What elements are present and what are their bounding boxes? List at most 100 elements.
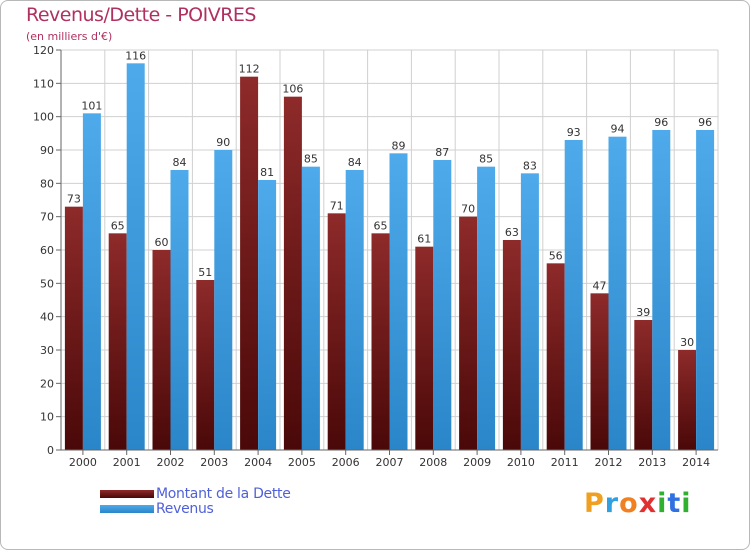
data-label: 116	[125, 49, 146, 62]
bar-dette	[152, 250, 171, 450]
legend-label-debt: Montant de la Dette	[156, 486, 291, 502]
x-tick-label: 2010	[507, 456, 535, 469]
data-label: 65	[111, 219, 125, 232]
bar-revenus	[214, 150, 233, 450]
x-tick-label: 2006	[332, 456, 360, 469]
logo-letter: r	[604, 488, 620, 519]
legend-item-debt: Montant de la Dette	[100, 486, 291, 502]
bar-revenus	[564, 140, 583, 450]
x-tick-label: 2002	[157, 456, 185, 469]
data-label: 85	[479, 153, 493, 166]
data-label: 96	[654, 116, 668, 129]
legend-swatch-revenus	[100, 505, 154, 513]
logo-letter: P	[584, 488, 605, 519]
x-tick-label: 2012	[595, 456, 623, 469]
bar-dette	[459, 216, 478, 450]
bar-revenus	[126, 63, 145, 450]
x-tick-label: 2000	[69, 456, 97, 469]
y-tick-label: 100	[33, 111, 54, 124]
x-tick-label: 2007	[376, 456, 404, 469]
logo-letter: i	[681, 488, 692, 519]
bar-dette	[64, 206, 83, 450]
proxiti-logo: Proxiti	[584, 488, 692, 519]
x-tick-label: 2008	[419, 456, 447, 469]
data-label: 47	[593, 279, 607, 292]
y-tick-label: 120	[33, 44, 54, 57]
bar-dette	[590, 293, 609, 450]
y-tick-label: 90	[40, 144, 54, 157]
y-tick-label: 50	[40, 277, 54, 290]
data-label: 89	[392, 139, 406, 152]
data-label: 112	[239, 63, 260, 76]
bar-revenus	[696, 130, 715, 450]
data-label: 70	[461, 203, 475, 216]
bar-revenus	[301, 166, 320, 450]
bar-dette	[678, 350, 697, 450]
bar-dette	[108, 233, 127, 450]
y-tick-label: 0	[47, 444, 54, 457]
bar-revenus	[477, 166, 496, 450]
logo-letter: i	[657, 488, 668, 519]
bar-dette	[327, 213, 346, 450]
bar-dette	[634, 320, 653, 450]
chart-title: Revenus/Dette - POIVRES	[26, 4, 256, 26]
y-tick-label: 80	[40, 177, 54, 190]
data-label: 51	[198, 266, 212, 279]
data-label: 84	[348, 156, 362, 169]
bar-revenus	[652, 130, 671, 450]
x-tick-label: 2013	[638, 456, 666, 469]
chart-subtitle: (en milliers d'€)	[26, 30, 113, 43]
y-tick-label: 40	[40, 311, 54, 324]
bar-revenus	[520, 173, 539, 451]
y-tick-label: 70	[40, 211, 54, 224]
legend-item-revenus: Revenus	[100, 501, 214, 517]
data-label: 85	[304, 153, 318, 166]
data-label: 71	[330, 199, 344, 212]
bar-revenus	[345, 170, 364, 450]
data-label: 87	[435, 146, 449, 159]
data-label: 90	[216, 136, 230, 149]
bar-dette	[371, 233, 390, 450]
bar-revenus	[389, 153, 408, 451]
x-tick-label: 2014	[682, 456, 710, 469]
axes: 0 10 20 30 40 50 60 70 80 90 100 110 120 2000 2001 2002…	[33, 44, 718, 469]
data-label: 39	[636, 306, 650, 319]
bar-revenus	[82, 113, 101, 450]
logo-letter: o	[619, 488, 639, 519]
data-label: 93	[567, 126, 581, 139]
data-label: 84	[173, 156, 187, 169]
x-tick-label: 2005	[288, 456, 316, 469]
bar-revenus	[608, 136, 627, 450]
bar-dette	[196, 280, 215, 450]
logo-letter: x	[638, 488, 658, 519]
x-tick-label: 2003	[200, 456, 228, 469]
bar-dette	[415, 246, 434, 450]
x-tick-label: 2011	[551, 456, 579, 469]
y-tick-label: 10	[40, 411, 54, 424]
y-tick-label: 110	[33, 77, 54, 90]
bar-dette	[546, 263, 565, 450]
y-tick-label: 20	[40, 377, 54, 390]
data-label: 101	[81, 99, 102, 112]
bar-dette	[240, 76, 259, 451]
y-tick-label: 30	[40, 344, 54, 357]
logo-letter: t	[667, 488, 682, 519]
bars: 73 101 65 116 60 84 51 90 112 81 106 85 71 84 65 89 61 87…	[64, 49, 715, 451]
data-label: 60	[155, 236, 169, 249]
legend-label-revenus: Revenus	[156, 501, 214, 517]
data-label: 30	[680, 336, 694, 349]
data-label: 63	[505, 226, 519, 239]
data-label: 61	[417, 233, 431, 246]
bar-dette	[283, 96, 302, 451]
bar-dette	[502, 240, 521, 450]
x-tick-label: 2004	[244, 456, 272, 469]
data-label: 94	[611, 123, 625, 136]
y-tick-label: 60	[40, 244, 54, 257]
data-label: 96	[698, 116, 712, 129]
x-tick-label: 2001	[113, 456, 141, 469]
bar-revenus	[170, 170, 189, 450]
data-label: 56	[549, 249, 563, 262]
data-label: 65	[374, 219, 388, 232]
data-label: 106	[282, 83, 303, 96]
